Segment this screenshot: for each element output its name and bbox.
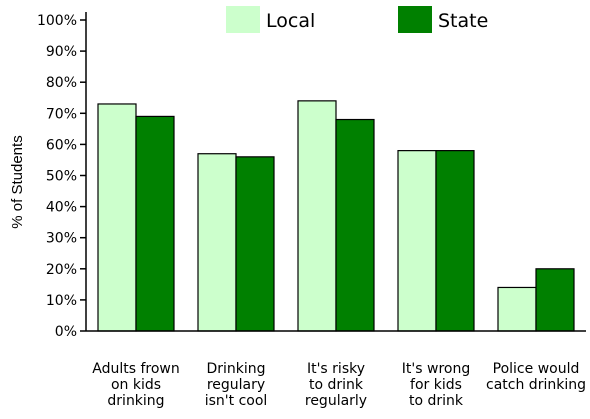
- category-label: It's risky to drink regularly: [305, 361, 367, 409]
- y-tick-label: 30%: [46, 231, 77, 247]
- y-axis-ticks: 0% 10% 20% 30% 40% 50% 60% 70% 80% 90% 100%: [37, 13, 86, 340]
- legend-label-state: State: [438, 10, 488, 32]
- category-labels: Adults frown on kids drinking Drinking regul…: [92, 361, 586, 409]
- y-tick-label: 80%: [46, 75, 77, 91]
- legend-label-local: Local: [266, 10, 315, 32]
- y-axis-title: % of Students: [9, 135, 26, 228]
- legend: Local State: [226, 6, 488, 33]
- bar-state: [235, 156, 275, 332]
- y-tick-label: 20%: [46, 262, 77, 278]
- bar-local: [197, 153, 237, 332]
- bar-state: [335, 118, 375, 332]
- y-tick-label: 60%: [46, 137, 77, 153]
- y-tick-label: 70%: [46, 106, 77, 122]
- bar-local: [297, 100, 337, 332]
- y-tick-label: 0%: [55, 324, 77, 340]
- category-label: It's wrong for kids to drink: [402, 361, 470, 409]
- bars: [97, 100, 575, 332]
- bar-state: [435, 150, 475, 332]
- category-label: Police would catch drinking: [486, 361, 586, 393]
- y-tick-label: 90%: [46, 44, 77, 60]
- y-tick-label: 40%: [46, 200, 77, 216]
- bar-local: [97, 103, 137, 332]
- bar-state: [135, 115, 175, 332]
- y-tick-label: 10%: [46, 293, 77, 309]
- y-tick-label: 100%: [37, 13, 77, 29]
- category-label: Adults frown on kids drinking: [92, 361, 179, 409]
- legend-swatch-local: [226, 6, 260, 33]
- category-label: Drinking regulary isn't cool: [205, 361, 268, 409]
- legend-swatch-state: [398, 6, 432, 33]
- y-tick-label: 50%: [46, 169, 77, 185]
- bar-local: [497, 286, 537, 332]
- bar-state: [535, 268, 575, 332]
- bar-local: [397, 150, 437, 332]
